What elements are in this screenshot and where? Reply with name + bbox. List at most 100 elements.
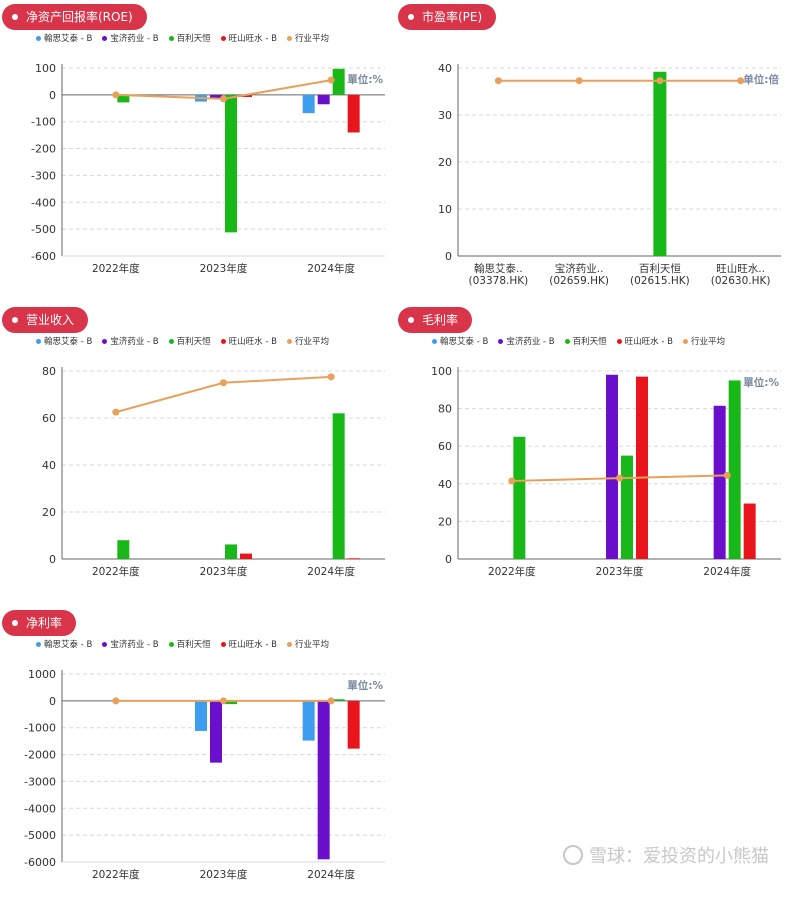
x-tick-label: 2023年度 [200,565,248,578]
legend-label: 行业平均 [294,337,329,347]
y-tick-label: -500 [31,223,56,236]
legend-item: 旺山旺水 - B [616,335,673,347]
bar [332,699,345,701]
y-tick-label: 100 [431,365,452,378]
bar [347,94,360,133]
x-tick-label: (03378.HK) [469,275,529,287]
bar [347,700,360,749]
y-tick-label: -2000 [24,749,56,762]
x-tick-label: (02615.HK) [630,275,690,287]
unit-label: 单位:倍 [743,73,779,86]
legend-label: 行业平均 [690,337,725,347]
legend-label: 旺山旺水 - B [228,640,277,650]
bar [513,436,526,559]
bar [302,700,315,741]
chart-title-badge: 营业收入 [2,307,89,333]
y-tick-label: 20 [438,515,452,528]
legend-item: 宝济药业 - B [102,335,159,347]
y-tick-label: 60 [42,412,56,425]
legend-swatch-icon [36,641,41,647]
legend-item: 翰思艾泰 - B [36,335,92,347]
x-tick-label: 百利天恒 [639,262,681,275]
y-tick-label: -100 [31,116,56,129]
bar [713,405,726,559]
chart-title-badge: 市盈率(PE) [398,4,497,30]
legend-label: 百利天恒 [176,337,211,347]
average-point [656,77,664,85]
bar [210,700,222,763]
chart-panel-gross-margin: 毛利率 翰思艾泰 - B 宝济药业 - B 百利天恒 旺山旺水 - B 行业平均 100… [396,303,791,603]
legend-label: 翰思艾泰 - B [44,337,93,347]
chart-legend: 翰思艾泰 - B 宝济药业 - B 百利天恒 旺山旺水 - B 行业平均 [36,638,329,650]
legend-item: 百利天恒 [168,335,211,347]
y-tick-label: 0 [445,250,452,263]
legend-swatch-icon [432,338,437,344]
x-tick-label: 2023年度 [596,565,644,578]
legend-swatch-icon [220,35,226,41]
x-tick-label: 宝济药业.. [555,262,604,275]
x-tick-label: (02659.HK) [549,275,609,287]
y-tick-label: -3000 [24,775,56,788]
chart-title: 净利率 [26,616,63,630]
legend-swatch-icon [102,35,108,41]
chart-title: 毛利率 [422,313,459,327]
watermark-text: 雪球：爱投资的小熊猫 [589,846,769,867]
bar [728,380,741,559]
x-tick-label: 翰思艾泰.. [474,262,523,275]
average-point [616,474,623,482]
legend-item: 翰思艾泰 - B [36,638,92,650]
legend-label: 宝济药业 - B [110,640,159,650]
average-point [220,697,227,705]
chart-plot: 100 0 -100 -200 -300 -400 -500 -600 2022年度 2023年度… [31,62,385,275]
bar [743,503,756,559]
chart-plot: 1000 0 -1000 -2000 -3000 -4000 -5000 -6000 2022年… [24,668,385,881]
unit-label: 單位:% [347,679,383,692]
badge-dot-icon [408,14,414,20]
legend-swatch-icon [102,338,108,344]
legend-swatch-icon [102,641,108,647]
badge-dot-icon [12,14,18,20]
y-tick-label: 1000 [28,668,56,681]
bar [332,413,345,559]
x-tick-label: 2022年度 [488,565,536,578]
legend-label: 百利天恒 [176,640,211,650]
legend-swatch-icon [220,338,226,344]
y-tick-label: 0 [49,695,56,708]
chart-title-badge: 净利率 [2,610,77,636]
x-tick-label: 2024年度 [307,868,355,881]
legend-label: 行业平均 [294,34,329,44]
chart-legend: 翰思艾泰 - B 宝济药业 - B 百利天恒 旺山旺水 - B 行业平均 [432,335,725,347]
bar [332,68,345,95]
legend-item: 百利天恒 [168,32,211,44]
y-tick-label: 30 [438,109,452,122]
legend-swatch-icon [36,35,41,41]
bar [653,71,667,256]
legend-label: 行业平均 [294,640,329,650]
average-point [327,76,335,84]
chart-title-badge: 净资产回报率(ROE) [2,4,147,30]
x-tick-label: 2023年度 [200,868,248,881]
legend-item: 旺山旺水 - B [220,335,277,347]
chart-plot: 80 60 40 20 0 2022年度 2023年度 2024年度 [42,365,385,578]
average-point [508,477,516,485]
y-tick-label: 0 [49,553,56,566]
average-point [112,408,120,416]
x-tick-label: 2024年度 [703,565,751,578]
y-tick-label: 100 [35,62,56,75]
x-tick-label: 旺山旺水.. [716,263,765,275]
bar [317,700,330,860]
legend-label: 旺山旺水 - B [624,337,673,347]
legend-item: 百利天恒 [564,335,607,347]
y-tick-label: 10 [438,203,452,216]
y-tick-label: 80 [42,365,56,378]
legend-swatch-icon [498,338,504,344]
bar [225,544,237,559]
chart-plot: 100 80 60 40 20 0 2022年度 2023年度 2024年度 單位:% [431,365,781,578]
legend-item: 旺山旺水 - B [220,32,277,44]
chart-panel-net-margin: 净利率 翰思艾泰 - B 宝济药业 - B 百利天恒 旺山旺水 - B 行业平均 100… [0,606,395,906]
watermark: 雪球：爱投资的小熊猫 [563,842,769,868]
legend-label: 翰思艾泰 - B [44,34,93,44]
legend-item: 行业平均 [286,638,329,650]
bar [117,540,130,559]
average-point [737,77,745,85]
